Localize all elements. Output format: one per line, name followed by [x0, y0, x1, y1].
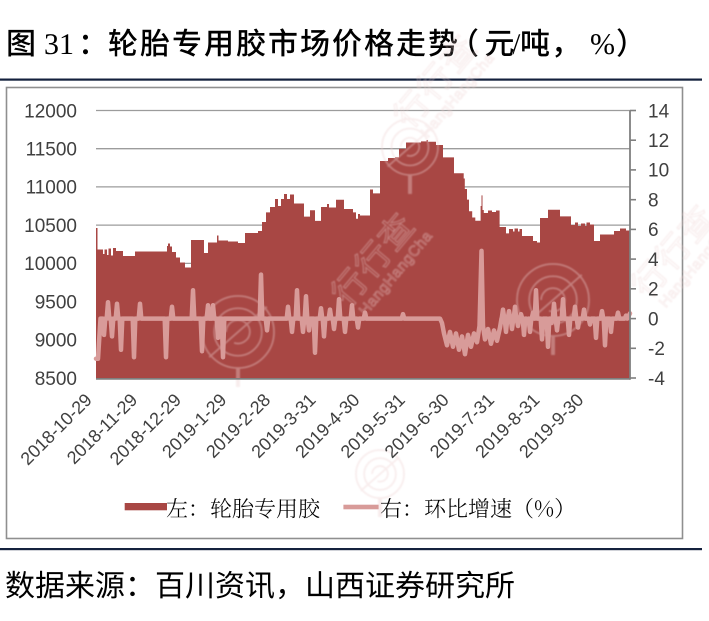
svg-text:14: 14 [648, 101, 670, 122]
svg-text:10500: 10500 [24, 216, 77, 237]
svg-text:-4: -4 [648, 369, 665, 390]
svg-text:10: 10 [648, 161, 669, 182]
svg-text:11000: 11000 [26, 178, 77, 199]
svg-text:-2: -2 [648, 339, 665, 360]
svg-text:0: 0 [648, 309, 659, 330]
svg-text:6: 6 [648, 220, 659, 241]
svg-text:11500: 11500 [26, 140, 77, 161]
svg-text:10000: 10000 [24, 254, 77, 275]
svg-text:4: 4 [648, 250, 659, 271]
svg-text:2: 2 [648, 280, 659, 301]
svg-text:12: 12 [648, 131, 669, 152]
svg-text:9000: 9000 [35, 331, 77, 352]
svg-text:8: 8 [648, 191, 659, 212]
svg-text:8500: 8500 [35, 369, 77, 390]
svg-text:12000: 12000 [24, 101, 77, 122]
svg-text:9500: 9500 [35, 292, 77, 313]
